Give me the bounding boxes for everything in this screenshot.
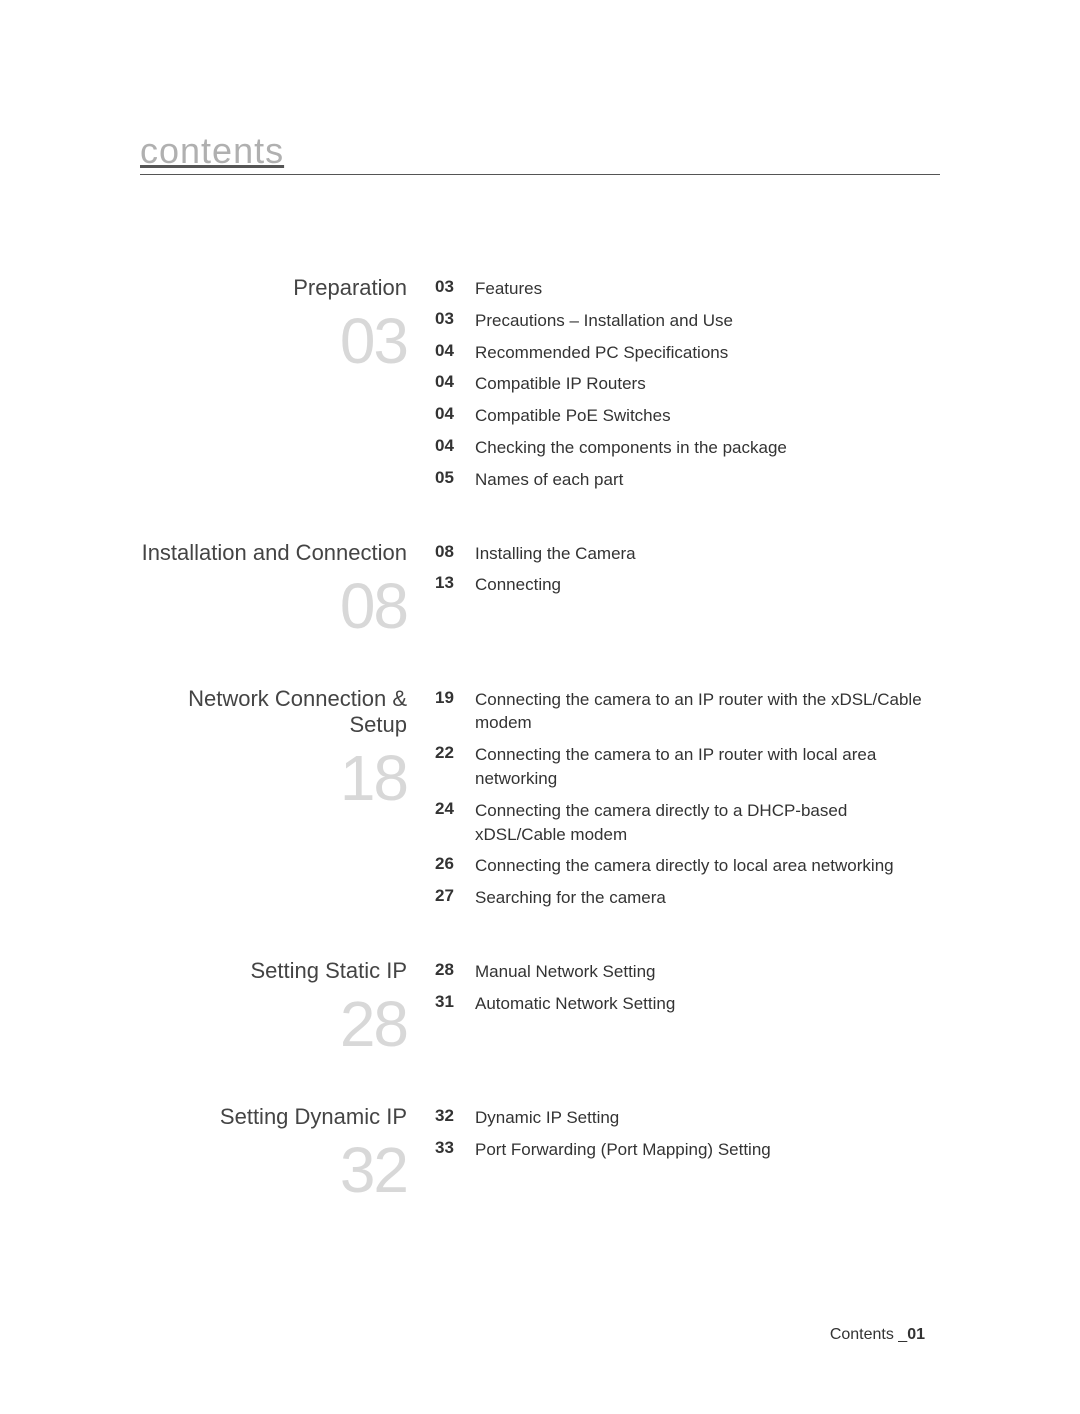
entry-label: Precautions – Installation and Use: [475, 309, 940, 333]
toc-container: Preparation 03 03Features 03Precautions …: [140, 275, 940, 1202]
toc-section: Setting Dynamic IP 32 32Dynamic IP Setti…: [140, 1104, 940, 1202]
section-title: Network Connection & Setup: [140, 686, 407, 738]
entry-label: Connecting: [475, 573, 940, 597]
entry-page: 24: [435, 799, 475, 819]
section-title: Setting Static IP: [250, 958, 407, 984]
toc-entry: 13Connecting: [435, 573, 940, 597]
section-big-number: 32: [340, 1138, 407, 1202]
section-header: Setting Static IP 28: [140, 958, 435, 1056]
section-big-number: 08: [340, 574, 407, 638]
toc-entry: 04Compatible IP Routers: [435, 372, 940, 396]
toc-entry: 19Connecting the camera to an IP router …: [435, 688, 940, 736]
entry-page: 05: [435, 468, 475, 488]
toc-entry: 33Port Forwarding (Port Mapping) Setting: [435, 1138, 940, 1162]
toc-entry: 24Connecting the camera directly to a DH…: [435, 799, 940, 847]
entry-label: Compatible IP Routers: [475, 372, 940, 396]
entry-label: Dynamic IP Setting: [475, 1106, 940, 1130]
section-entries: 08Installing the Camera 13Connecting: [435, 540, 940, 598]
section-big-number: 03: [340, 309, 407, 373]
entry-page: 28: [435, 960, 475, 980]
toc-entry: 22Connecting the camera to an IP router …: [435, 743, 940, 791]
footer: Contents _01: [830, 1326, 925, 1344]
entry-page: 22: [435, 743, 475, 763]
section-entries: 28Manual Network Setting 31Automatic Net…: [435, 958, 940, 1016]
footer-page-number: 01: [907, 1326, 925, 1343]
toc-section: Network Connection & Setup 18 19Connecti…: [140, 686, 940, 910]
toc-entry: 03Features: [435, 277, 940, 301]
entry-label: Recommended PC Specifications: [475, 341, 940, 365]
toc-entry: 08Installing the Camera: [435, 542, 940, 566]
entry-label: Automatic Network Setting: [475, 992, 940, 1016]
entry-label: Connecting the camera directly to local …: [475, 854, 940, 878]
entry-page: 08: [435, 542, 475, 562]
entry-page: 04: [435, 404, 475, 424]
section-entries: 32Dynamic IP Setting 33Port Forwarding (…: [435, 1104, 940, 1162]
entry-page: 03: [435, 277, 475, 297]
entry-page: 33: [435, 1138, 475, 1158]
entry-page: 19: [435, 688, 475, 708]
toc-section: Installation and Connection 08 08Install…: [140, 540, 940, 638]
toc-entry: 31Automatic Network Setting: [435, 992, 940, 1016]
entry-page: 26: [435, 854, 475, 874]
section-entries: 19Connecting the camera to an IP router …: [435, 686, 940, 910]
section-header: Setting Dynamic IP 32: [140, 1104, 435, 1202]
entry-page: 04: [435, 341, 475, 361]
section-title: Installation and Connection: [142, 540, 407, 566]
entry-label: Connecting the camera to an IP router wi…: [475, 743, 940, 791]
entry-page: 04: [435, 372, 475, 392]
section-big-number: 28: [340, 992, 407, 1056]
section-title: Setting Dynamic IP: [220, 1104, 407, 1130]
toc-entry: 05Names of each part: [435, 468, 940, 492]
section-header: Network Connection & Setup 18: [140, 686, 435, 810]
toc-entry: 04Compatible PoE Switches: [435, 404, 940, 428]
footer-label: Contents _: [830, 1326, 907, 1343]
toc-entry: 04Recommended PC Specifications: [435, 341, 940, 365]
toc-entry: 27Searching for the camera: [435, 886, 940, 910]
toc-entry: 32Dynamic IP Setting: [435, 1106, 940, 1130]
entry-page: 13: [435, 573, 475, 593]
toc-entry: 26Connecting the camera directly to loca…: [435, 854, 940, 878]
entry-label: Installing the Camera: [475, 542, 940, 566]
entry-page: 32: [435, 1106, 475, 1126]
entry-label: Compatible PoE Switches: [475, 404, 940, 428]
page-title: contents: [140, 130, 940, 175]
toc-entry: 28Manual Network Setting: [435, 960, 940, 984]
entry-page: 31: [435, 992, 475, 1012]
entry-label: Connecting the camera directly to a DHCP…: [475, 799, 940, 847]
entry-page: 04: [435, 436, 475, 456]
section-header: Preparation 03: [140, 275, 435, 373]
section-entries: 03Features 03Precautions – Installation …: [435, 275, 940, 492]
entry-label: Port Forwarding (Port Mapping) Setting: [475, 1138, 940, 1162]
entry-label: Connecting the camera to an IP router wi…: [475, 688, 940, 736]
toc-entry: 04Checking the components in the package: [435, 436, 940, 460]
entry-label: Checking the components in the package: [475, 436, 940, 460]
entry-label: Names of each part: [475, 468, 940, 492]
section-title: Preparation: [293, 275, 407, 301]
entry-label: Searching for the camera: [475, 886, 940, 910]
section-big-number: 18: [340, 746, 407, 810]
toc-entry: 03Precautions – Installation and Use: [435, 309, 940, 333]
entry-label: Manual Network Setting: [475, 960, 940, 984]
entry-page: 27: [435, 886, 475, 906]
entry-label: Features: [475, 277, 940, 301]
entry-page: 03: [435, 309, 475, 329]
toc-section: Setting Static IP 28 28Manual Network Se…: [140, 958, 940, 1056]
section-header: Installation and Connection 08: [140, 540, 435, 638]
toc-section: Preparation 03 03Features 03Precautions …: [140, 275, 940, 492]
